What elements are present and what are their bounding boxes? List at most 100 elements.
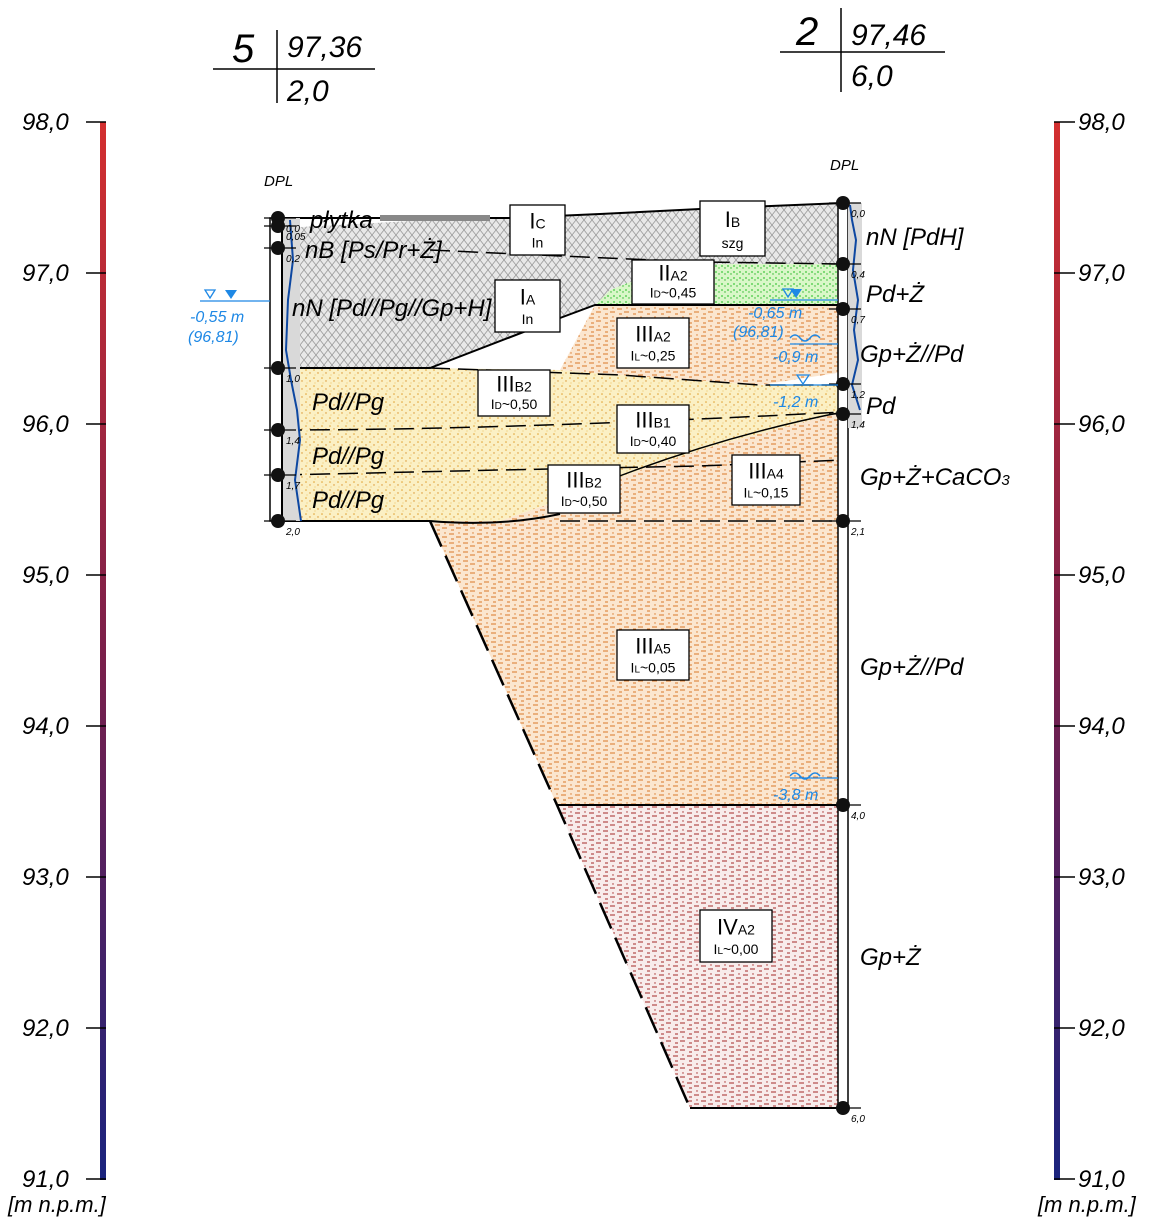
scale-tick-label: 98,0 <box>1078 109 1125 136</box>
water-table-right: -0,65 m (96,81) -0,9 m -1,2 m -3,8 m <box>733 288 838 804</box>
layer-parameter: szg <box>722 235 744 251</box>
borehole-number: 2 <box>795 10 818 54</box>
layer-code: IB <box>725 207 740 232</box>
depth-mark: 1,0 <box>286 374 300 385</box>
layer-box-ib: IB szg <box>699 200 766 257</box>
layer-parameter: ID~0,40 <box>630 433 677 449</box>
depth-node <box>836 1101 850 1115</box>
depth-mark: 0,0 <box>286 224 300 235</box>
right-elevation-scale: 98,0 97,0 96,0 95,0 94,0 93,0 92,0 91,0 [m n.p.… <box>1037 109 1137 1217</box>
layer-code: IC <box>529 209 545 234</box>
depth-mark: 0,05 <box>286 232 306 243</box>
soil-label: Gp+Ż <box>860 944 922 971</box>
soil-label: Pd <box>866 393 896 420</box>
borehole-elevation: 97,36 <box>287 31 362 64</box>
layer-parameter: ID~0,50 <box>561 493 608 509</box>
layer-code: IA <box>520 284 536 309</box>
water-table-left: -0,55 m (96,81) <box>188 289 270 346</box>
scale-tick-label: 91,0 <box>1078 1166 1125 1193</box>
scale-tick-label: 94,0 <box>22 713 69 740</box>
soil-label: Gp+Ż//Pd <box>860 341 964 368</box>
layer-parameter: IL~0,05 <box>631 660 676 676</box>
depth-mark: 2,0 <box>285 527 300 538</box>
depth-node <box>836 377 850 391</box>
layer-code: IIIB2 <box>496 372 532 397</box>
scale-tick-label: 97,0 <box>22 260 69 287</box>
soil-label: nN [PdH] <box>866 224 965 251</box>
layer-box-iva2: IVA2 IL~0,00 <box>699 909 773 963</box>
depth-mark: 1,4 <box>851 420 865 431</box>
water-elevation: (96,81) <box>188 329 239 346</box>
borehole-2-column: 0,0 0,4 0,7 1,2 1,4 2,1 4,0 6,0 DPL <box>829 157 865 1125</box>
borehole-2-header: 2 97,46 6,0 <box>780 8 945 93</box>
layer-code: IIIB1 <box>635 408 671 433</box>
borehole-depth: 2,0 <box>286 75 329 108</box>
layer-boxes: ICInIBszgIAInIIA2ID~0,45IIIA2IL~0,25IIIB… <box>477 200 801 963</box>
layer-code: IIIB2 <box>566 468 602 493</box>
layer-parameter: ID~0,45 <box>650 284 697 300</box>
scale-tick-label: 91,0 <box>22 1166 69 1193</box>
borehole-5-header: 5 97,36 2,0 <box>213 27 375 108</box>
scale-bar <box>1054 122 1060 1180</box>
soil-label: Gp+Ż+CaCO3 <box>860 464 1010 491</box>
depth-node <box>836 407 850 421</box>
soil-labels-left: płytka nB [Ps/Pr+Ż] nN [Pd//Pg//Gp+H] Pd… <box>292 207 493 514</box>
soil-label: Pd//Pg <box>312 487 385 514</box>
layer-parameter: In <box>532 235 544 251</box>
layer-parameter: IL~0,15 <box>744 485 789 501</box>
depth-mark: 0,4 <box>851 270 865 281</box>
depth-mark: 1,7 <box>286 481 300 492</box>
water-depth: -0,65 m <box>748 305 802 322</box>
soil-labels-right: nN [PdH] Pd+Ż Gp+Ż//Pd Pd Gp+Ż+CaCO3 Gp+… <box>860 224 1010 971</box>
layer-code: IIIA4 <box>748 459 784 484</box>
scale-tick-label: 96,0 <box>1078 411 1125 438</box>
depth-node <box>271 514 285 528</box>
scale-tick-label: 92,0 <box>22 1015 69 1042</box>
soil-label: Pd//Pg <box>312 443 385 470</box>
scale-tick-label: 96,0 <box>22 411 69 438</box>
seepage-label: -3,8 m <box>773 787 818 804</box>
scale-tick-label: 95,0 <box>22 562 69 589</box>
scale-tick-label: 94,0 <box>1078 713 1125 740</box>
depth-node <box>836 798 850 812</box>
layer-parameter: ID~0,50 <box>491 396 538 412</box>
soil-label: nN [Pd//Pg//Gp+H] <box>292 295 493 322</box>
soil-label: nB [Ps/Pr+Ż] <box>305 237 443 264</box>
depth-mark: 0,0 <box>851 209 865 220</box>
depth-node <box>271 361 285 375</box>
depth-node <box>271 423 285 437</box>
soil-label: płytka <box>309 207 373 234</box>
depth-mark: 1,2 <box>851 390 865 401</box>
depth-mark: 0,2 <box>286 254 300 265</box>
soil-label: Gp+Ż//Pd <box>860 654 964 681</box>
soil-label: Pd//Pg <box>312 389 385 416</box>
seepage-label: -0,9 m <box>773 349 818 366</box>
borehole-5-column: 0,00,05 0,2 1,0 1,4 1,7 2,0 DPL <box>264 173 306 538</box>
left-elevation-scale: 98,0 97,0 96,0 95,0 94,0 93,0 92,0 91,0 [m n.p.… <box>7 109 107 1217</box>
layer-code: IVA2 <box>717 914 755 939</box>
layer-parameter: IL~0,25 <box>631 348 676 364</box>
depth-mark: 2,1 <box>850 527 865 538</box>
depth-mark: 6,0 <box>851 1114 865 1125</box>
method-label: DPL <box>830 157 859 174</box>
soil-label: Pd+Ż <box>866 281 925 308</box>
layer-box-ia: IA In <box>494 279 561 333</box>
seepage-label: -1,2 m <box>773 394 818 411</box>
water-depth: -0,55 m <box>190 309 244 326</box>
depth-node <box>836 196 850 210</box>
scale-tick-label: 97,0 <box>1078 260 1125 287</box>
depth-mark: 0,7 <box>851 315 865 326</box>
method-label: DPL <box>264 173 293 190</box>
scale-unit-label: [m n.p.m.] <box>1037 1192 1137 1217</box>
layer-code: IIIA5 <box>635 634 671 659</box>
layer-code: IIIA2 <box>635 322 671 347</box>
depth-mark: 1,4 <box>286 436 300 447</box>
